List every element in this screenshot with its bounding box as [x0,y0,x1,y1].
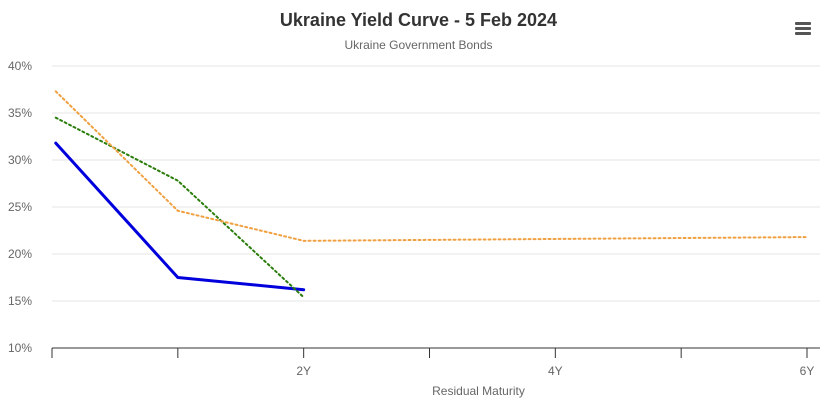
x-tick-label: 4Y [548,364,563,378]
y-tick-label: 25% [8,200,32,214]
series-line-2 [54,116,305,299]
series-line-1 [54,141,306,292]
chart-title: Ukraine Yield Curve - 5 Feb 2024 [279,10,558,30]
series-line-3 [54,90,808,242]
x-axis-title: Residual Maturity [432,384,525,398]
hamburger-menu-icon[interactable] [795,22,811,36]
y-tick-label: 20% [8,247,32,261]
y-tick-label: 10% [8,341,32,355]
y-tick-label: 35% [8,106,32,120]
y-tick-label: 15% [8,294,32,308]
chart-subtitle: Ukraine Government Bonds [344,38,493,52]
y-tick-label: 30% [8,153,32,167]
y-tick-label: 40% [8,59,32,73]
x-tick-label: 2Y [296,364,311,378]
x-tick-label: 6Y [800,364,815,378]
